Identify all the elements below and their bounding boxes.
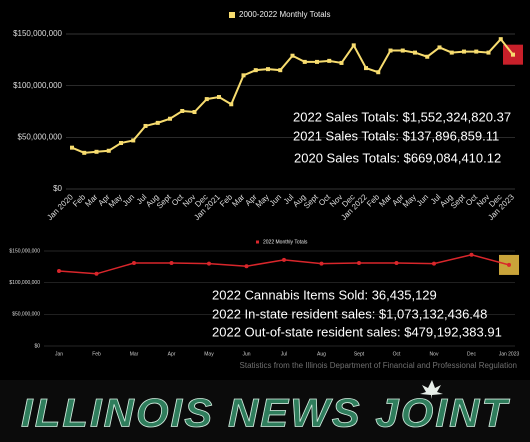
- x-tick-label: Jan 2023: [499, 351, 520, 357]
- data-point: [94, 271, 99, 276]
- x-tick-label: Jul: [281, 351, 287, 357]
- data-point: [351, 43, 356, 48]
- y-tick-label: $100,000,000: [13, 81, 62, 90]
- annotation: 2021 Sales Totals: $137,896,859.11: [293, 128, 499, 143]
- y-tick-label: $50,000,000: [18, 132, 63, 141]
- data-point: [70, 145, 74, 150]
- x-tick-label: Apr: [168, 351, 176, 357]
- data-point: [266, 67, 270, 72]
- data-point: [282, 257, 286, 262]
- data-point: [253, 68, 258, 73]
- annotation: 2022 In-state resident sales: $1,073,132…: [212, 306, 487, 321]
- y-tick-label: $0: [34, 343, 40, 349]
- data-point: [357, 261, 361, 266]
- data-point: [241, 73, 246, 78]
- data-point: [462, 49, 466, 54]
- data-point: [388, 48, 393, 53]
- data-point: [290, 53, 295, 58]
- annotation: 2022 Cannabis Items Sold: 36,435,129: [212, 287, 437, 302]
- y-tick-label: $100,000,000: [9, 280, 40, 286]
- data-point: [169, 261, 174, 266]
- data-point: [469, 252, 474, 257]
- legend-label: 2000-2022 Monthly Totals: [239, 10, 330, 19]
- y-tick-label: $150,000,000: [13, 29, 62, 38]
- legend-label: 2022 Monthly Totals: [263, 239, 308, 245]
- data-point: [413, 50, 417, 55]
- annotation: 2020 Sales Totals: $669,084,410.12: [294, 150, 501, 165]
- leaf-icon: [420, 380, 443, 399]
- data-point: [168, 116, 172, 121]
- brand-logo: ILLINOIS NEWS JOINT: [21, 392, 511, 436]
- brand-band: [0, 380, 530, 442]
- data-point: [180, 108, 185, 113]
- data-point: [449, 50, 454, 55]
- x-tick-label: Jan: [55, 351, 63, 357]
- data-point: [278, 68, 283, 73]
- data-point: [394, 261, 399, 266]
- data-point: [376, 70, 381, 75]
- source-note: Statistics from the Illinois Department …: [240, 361, 517, 370]
- data-point: [94, 149, 99, 154]
- x-tick-label: Aug: [317, 351, 326, 357]
- data-point: [498, 37, 503, 42]
- data-point: [131, 138, 136, 143]
- data-point: [207, 261, 211, 266]
- annotation: 2022 Sales Totals: $1,552,324,820.37: [293, 109, 511, 124]
- data-point: [486, 50, 491, 55]
- x-tick-label: May: [204, 351, 214, 357]
- data-point: [437, 45, 442, 50]
- data-point: [204, 97, 209, 102]
- x-tick-label: Mar: [130, 351, 139, 357]
- x-tick-label: Dec: [467, 351, 476, 357]
- data-point: [229, 102, 234, 107]
- data-point: [364, 66, 368, 71]
- annotation: 2022 Out-of-state resident sales: $479,1…: [212, 324, 502, 339]
- data-point: [511, 52, 515, 57]
- data-point: [57, 268, 61, 273]
- x-tick-label: Feb: [92, 351, 101, 357]
- y-tick-label: $0: [53, 184, 62, 193]
- data-point: [217, 95, 221, 100]
- data-point: [327, 58, 332, 63]
- data-point: [143, 123, 148, 128]
- legend-swatch: [256, 240, 259, 244]
- data-point: [339, 60, 344, 65]
- x-tick-label: Jun: [242, 351, 250, 357]
- y-tick-label: $150,000,000: [9, 248, 40, 254]
- data-point: [155, 120, 160, 125]
- data-point: [119, 141, 123, 146]
- data-point: [106, 148, 111, 153]
- data-point: [132, 261, 136, 266]
- data-point: [244, 264, 249, 269]
- data-point: [82, 150, 87, 155]
- data-point: [432, 261, 436, 266]
- data-point: [315, 59, 319, 64]
- data-point: [319, 261, 324, 266]
- legend-swatch: [229, 12, 235, 18]
- x-tick-label: Nov: [430, 351, 439, 357]
- data-point: [507, 262, 511, 267]
- data-point: [302, 59, 307, 64]
- x-tick-label: Sept: [354, 351, 365, 357]
- data-point: [425, 54, 430, 59]
- data-point: [192, 110, 197, 115]
- x-tick-label: Oct: [393, 351, 401, 357]
- data-point: [400, 48, 405, 53]
- data-point: [474, 49, 479, 54]
- y-tick-label: $50,000,000: [12, 312, 40, 318]
